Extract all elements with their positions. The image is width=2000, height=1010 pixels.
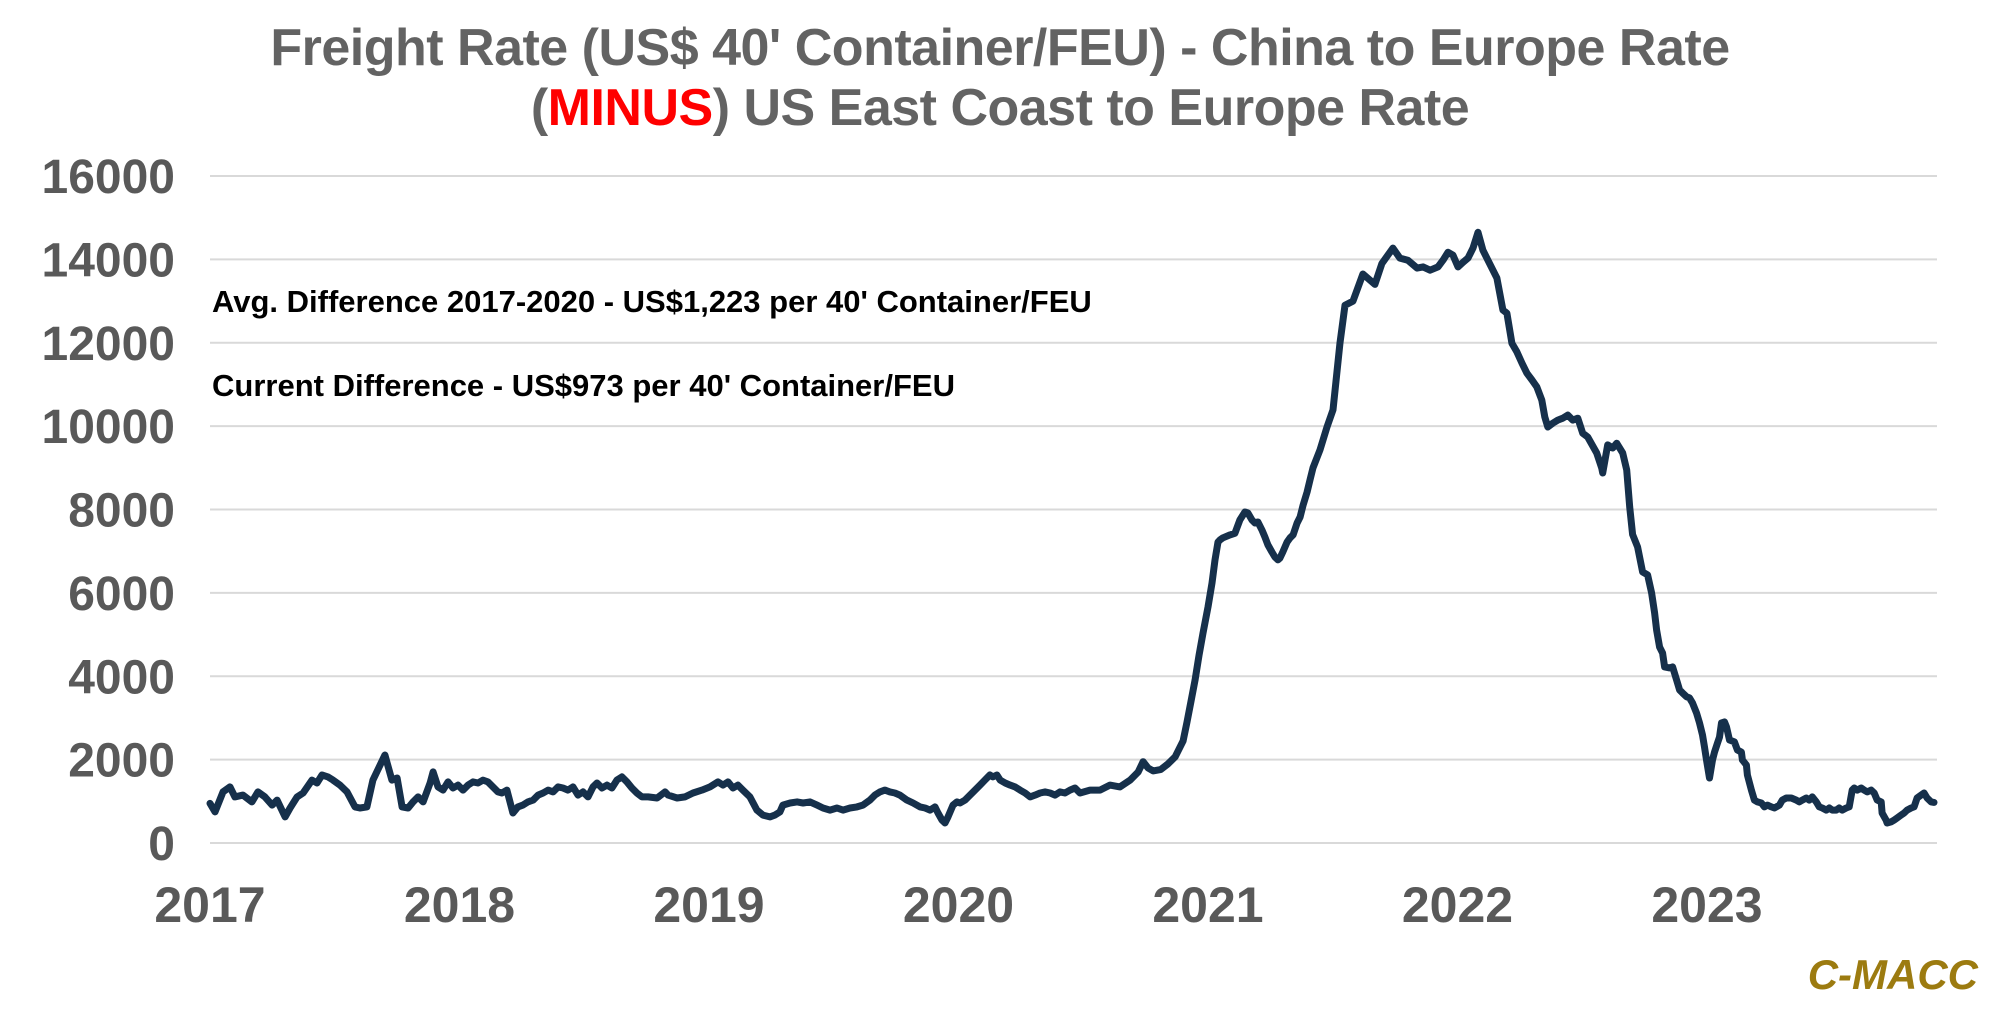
y-axis-tick-label-12000: 12000 xyxy=(42,318,175,371)
x-axis-tick-label-2022: 2022 xyxy=(1402,877,1513,933)
y-axis-tick-label-16000: 16000 xyxy=(42,151,175,204)
chart-title-paren-open: ( xyxy=(530,79,548,137)
annotation-average-difference: Avg. Difference 2017-2020 - US$1,223 per… xyxy=(212,284,1092,319)
x-axis-tick-label-2023: 2023 xyxy=(1651,877,1762,933)
chart-title-minus-highlight: MINUS xyxy=(547,79,714,137)
freight-rate-difference-line xyxy=(206,228,1938,827)
x-axis-tick-label-2019: 2019 xyxy=(653,877,764,933)
y-axis-tick-label-6000: 6000 xyxy=(68,568,175,621)
chart-title-line2: (MINUS) US East Coast to Europe Rate xyxy=(0,78,2000,138)
x-axis-tick-label-2018: 2018 xyxy=(404,877,515,933)
chart-title: Freight Rate (US$ 40' Container/FEU) - C… xyxy=(0,18,2000,138)
y-axis-tick-label-4000: 4000 xyxy=(68,651,175,704)
y-axis-tick-label-2000: 2000 xyxy=(68,735,175,788)
x-axis-tick-label-2020: 2020 xyxy=(903,877,1014,933)
chart-title-line2-rest: ) US East Coast to Europe Rate xyxy=(712,79,1470,137)
y-axis-tick-label-14000: 14000 xyxy=(42,234,175,287)
x-axis-tick-label-2017: 2017 xyxy=(154,877,265,933)
y-axis-tick-label-8000: 8000 xyxy=(68,485,175,538)
x-axis-tick-label-2021: 2021 xyxy=(1152,877,1263,933)
annotation-current-difference: Current Difference - US$973 per 40' Cont… xyxy=(212,368,955,403)
y-axis-tick-label-0: 0 xyxy=(148,818,175,871)
y-axis-tick-label-10000: 10000 xyxy=(42,401,175,454)
cmacc-logo: C-MACC xyxy=(1807,951,1978,998)
chart-title-line1: Freight Rate (US$ 40' Container/FEU) - C… xyxy=(270,19,1730,77)
